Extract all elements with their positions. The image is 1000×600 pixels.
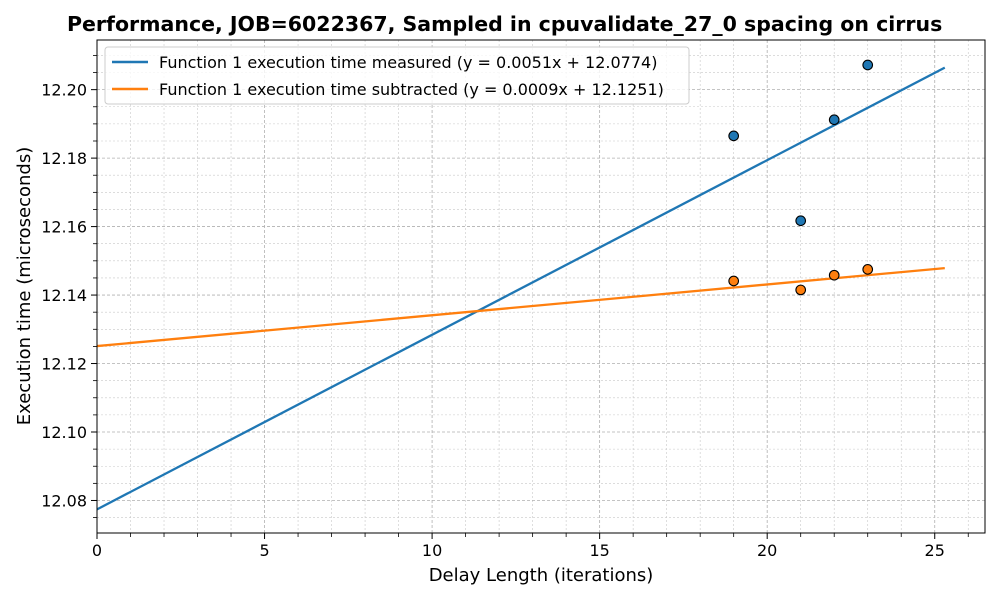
plot-frame bbox=[96, 39, 986, 534]
chart-title: Performance, JOB=6022367, Sampled in cpu… bbox=[67, 12, 942, 36]
y-tick-label: 12.10 bbox=[41, 423, 87, 442]
data-point-0 bbox=[795, 215, 807, 227]
plot-background bbox=[97, 40, 985, 533]
x-axis-label: Delay Length (iterations) bbox=[429, 565, 654, 586]
data-point-1 bbox=[728, 275, 740, 287]
fit-line-1 bbox=[97, 266, 945, 348]
y-tick-label: 12.18 bbox=[41, 149, 87, 168]
x-axis-ticks: 0 5 10 15 20 25 bbox=[92, 533, 969, 560]
fit-line-0 bbox=[97, 66, 946, 511]
y-axis-label: Execution time (microseconds) bbox=[14, 147, 35, 426]
y-tick-label: 12.20 bbox=[41, 81, 87, 100]
data-point-1 bbox=[828, 269, 840, 281]
x-tick-label: 0 bbox=[92, 541, 102, 560]
data-point-0 bbox=[728, 130, 740, 142]
data-point-1 bbox=[862, 264, 874, 275]
data-point-0 bbox=[862, 59, 874, 71]
x-tick-label: 15 bbox=[589, 541, 609, 560]
x-tick-label: 20 bbox=[757, 541, 777, 560]
y-tick-label: 12.08 bbox=[41, 491, 87, 510]
x-tick-label: 25 bbox=[925, 541, 945, 560]
y-tick-label: 12.12 bbox=[41, 355, 87, 374]
x-tick-label: 10 bbox=[422, 541, 442, 560]
y-tick-label: 12.16 bbox=[41, 218, 87, 237]
data-point-0 bbox=[828, 114, 840, 126]
legend-box bbox=[104, 46, 690, 105]
scatter-points bbox=[728, 59, 874, 296]
y-tick-label: 12.14 bbox=[41, 286, 87, 305]
plot-area bbox=[96, 39, 986, 534]
grid-minor bbox=[97, 40, 985, 533]
legend: Function 1 execution time measured (y = … bbox=[104, 46, 690, 105]
y-axis-ticks: 12.08 12.10 12.12 12.14 12.16 12.18 12.20 bbox=[41, 55, 97, 518]
legend-label-measured: Function 1 execution time measured (y = … bbox=[159, 53, 657, 72]
x-tick-label: 5 bbox=[259, 541, 269, 560]
data-point-1 bbox=[795, 284, 807, 296]
legend-label-subtracted: Function 1 execution time subtracted (y … bbox=[159, 80, 664, 99]
fit-lines bbox=[97, 66, 946, 511]
